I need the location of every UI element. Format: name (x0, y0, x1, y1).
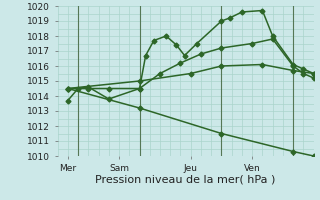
X-axis label: Pression niveau de la mer( hPa ): Pression niveau de la mer( hPa ) (95, 174, 276, 184)
